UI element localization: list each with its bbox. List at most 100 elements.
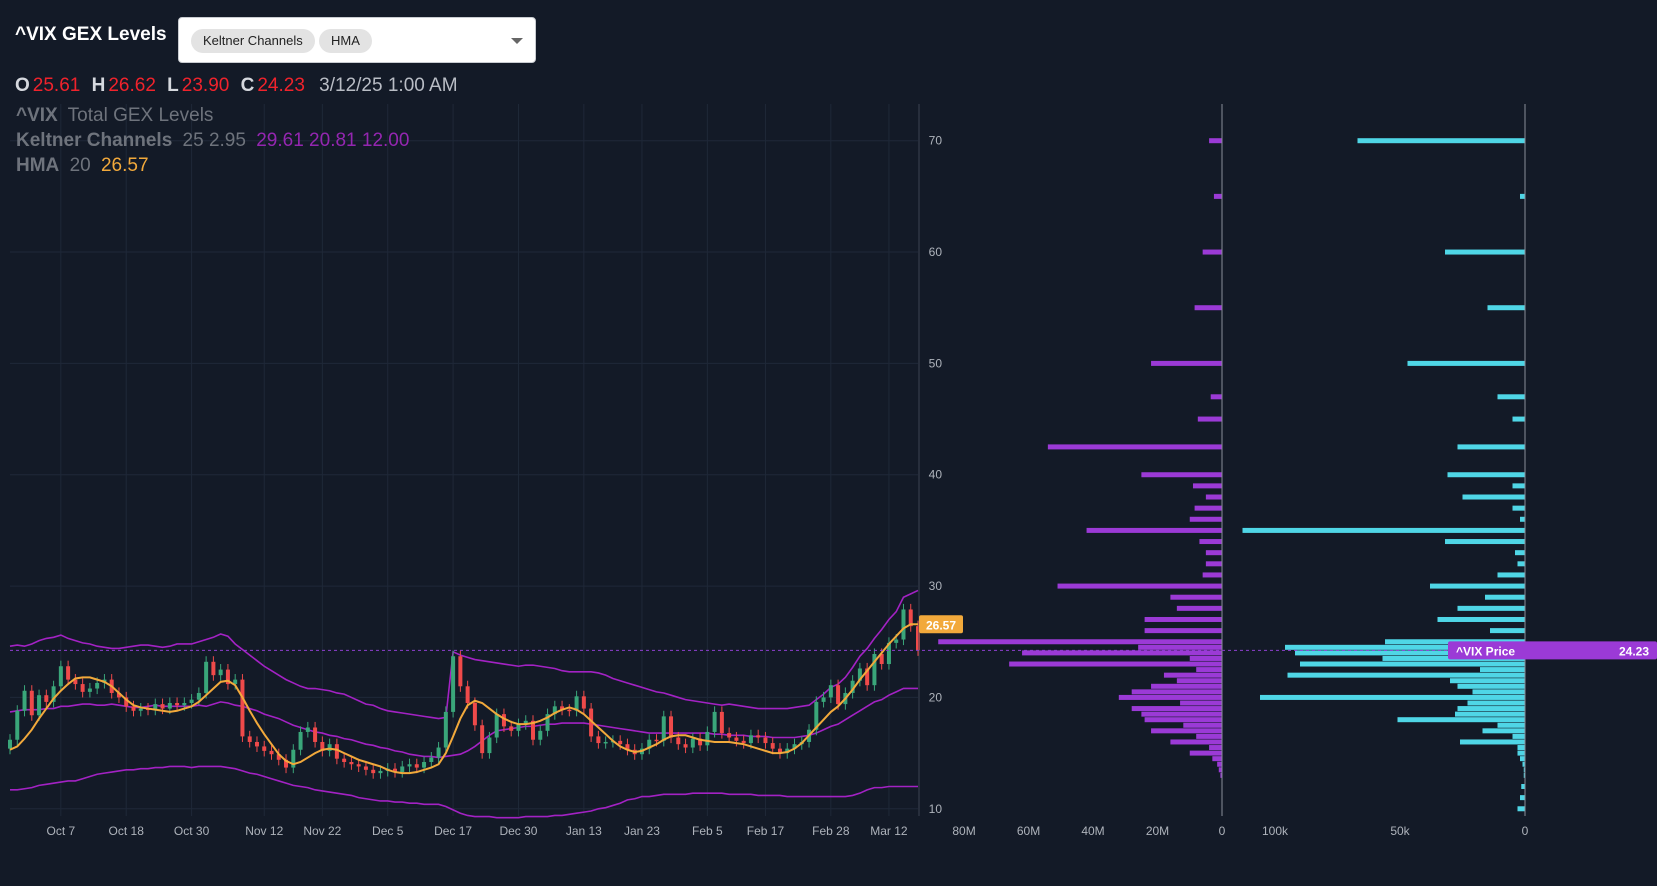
price-marker-box [1448, 641, 1657, 660]
gex-bar [1196, 733, 1222, 739]
candle [690, 733, 695, 754]
gex-bar [1144, 616, 1222, 622]
oi-bar [1497, 572, 1525, 578]
candle-body [58, 666, 63, 687]
candle [153, 698, 158, 716]
candle-body [196, 692, 201, 700]
oi-bar [1430, 583, 1525, 589]
candle [545, 708, 550, 737]
indicator-chip-hma[interactable]: HMA [319, 29, 372, 53]
candle [58, 660, 63, 692]
candle [392, 763, 397, 778]
candle [87, 682, 92, 698]
candle-body [857, 668, 862, 681]
candle [865, 662, 870, 691]
gex-bar [1131, 706, 1222, 712]
candle-body [908, 609, 913, 627]
gex-x-tick-label: 80M [952, 824, 975, 838]
indicator-chip-keltner[interactable]: Keltner Channels [191, 29, 315, 53]
candle-body [509, 726, 514, 731]
keltner-channel-lines [9, 589, 919, 819]
candle-body [480, 725, 485, 754]
candle-body [712, 711, 717, 732]
candle-body [182, 702, 187, 706]
x-tick-label: Mar 12 [870, 824, 908, 838]
gex-bar [1176, 605, 1222, 611]
gex-bar [1009, 661, 1222, 667]
candle-body [429, 757, 434, 763]
candle-body [175, 702, 180, 706]
candle-body [160, 704, 165, 709]
oi-bar [1517, 745, 1525, 751]
candle [371, 764, 376, 779]
candle [552, 700, 557, 720]
candle-body [501, 714, 506, 727]
candle-body [567, 709, 572, 712]
candle [821, 691, 826, 708]
candle [400, 760, 405, 778]
oi-bar [1512, 505, 1525, 511]
indicator-selector[interactable]: Keltner Channels HMA [178, 17, 536, 63]
legend-hma-row: HMA 20 26.57 [16, 155, 149, 176]
candle-body [625, 744, 630, 750]
gex-bar [1218, 767, 1222, 773]
candle [487, 731, 492, 759]
legend-keltner-row: Keltner Channels 25 2.95 29.61 20.81 12.… [16, 130, 409, 151]
candle-body [538, 730, 543, 740]
candle-body [349, 762, 354, 765]
candle-body [669, 716, 674, 738]
candle-body [73, 679, 78, 685]
x-tick-label: Jan 23 [624, 824, 660, 838]
candle-body [276, 754, 281, 760]
x-tick-label: Dec 5 [372, 824, 404, 838]
candle [44, 689, 49, 708]
candle [138, 702, 143, 717]
open-label: O [15, 75, 30, 96]
gex-bar [1202, 572, 1222, 578]
gex-bar [1189, 516, 1222, 522]
candle [509, 720, 514, 737]
legend-series-row: ^VIX Total GEX Levels [16, 105, 213, 126]
oi-bar [1520, 516, 1525, 522]
candle-body [247, 736, 252, 742]
candle-body [313, 727, 318, 742]
legend-series-title: ^VIX [16, 105, 58, 126]
gex-bar [1212, 756, 1222, 762]
gex-bars [938, 138, 1222, 778]
candle-body [596, 736, 601, 744]
candle [792, 738, 797, 755]
y-tick-label: 50 [929, 356, 943, 370]
candle-body [422, 762, 427, 768]
candle [131, 700, 136, 717]
candle-body [436, 747, 441, 758]
axes: 10 20 30 40 50 60 70 Oct 7 Oct 18 Oct 30 Nov 12 Nov… [47, 104, 1529, 838]
candle-body [465, 686, 470, 703]
oi-bar [1512, 416, 1525, 422]
candle [589, 702, 594, 742]
chevron-down-icon[interactable] [511, 38, 523, 44]
candle-body [698, 738, 703, 746]
gex-bar [1189, 655, 1222, 661]
gex-bar [1192, 483, 1222, 489]
candle-body [15, 710, 20, 740]
legend-keltner-label: Keltner Channels [16, 130, 172, 151]
oi-bar [1515, 550, 1525, 556]
y-tick-label: 30 [929, 579, 943, 593]
candle-body [836, 685, 841, 705]
candle-body [828, 685, 833, 698]
candle-body [618, 740, 623, 745]
candle-body [472, 702, 477, 726]
candle [872, 648, 877, 691]
candle [204, 656, 209, 699]
candle-body [785, 748, 790, 754]
chart-area[interactable]: 10 20 30 40 50 60 70 Oct 7 Oct 18 Oct 30 Nov 12 Nov… [0, 104, 1657, 886]
candle-body [262, 746, 267, 751]
candle-body [29, 690, 34, 716]
oi-bar [1520, 193, 1525, 199]
high-label: H [91, 75, 106, 96]
gex-bar [938, 639, 1222, 645]
oi-bar [1487, 305, 1525, 311]
candle-body [770, 743, 775, 749]
gex-bar [1209, 745, 1222, 751]
oi-bar [1497, 722, 1525, 728]
